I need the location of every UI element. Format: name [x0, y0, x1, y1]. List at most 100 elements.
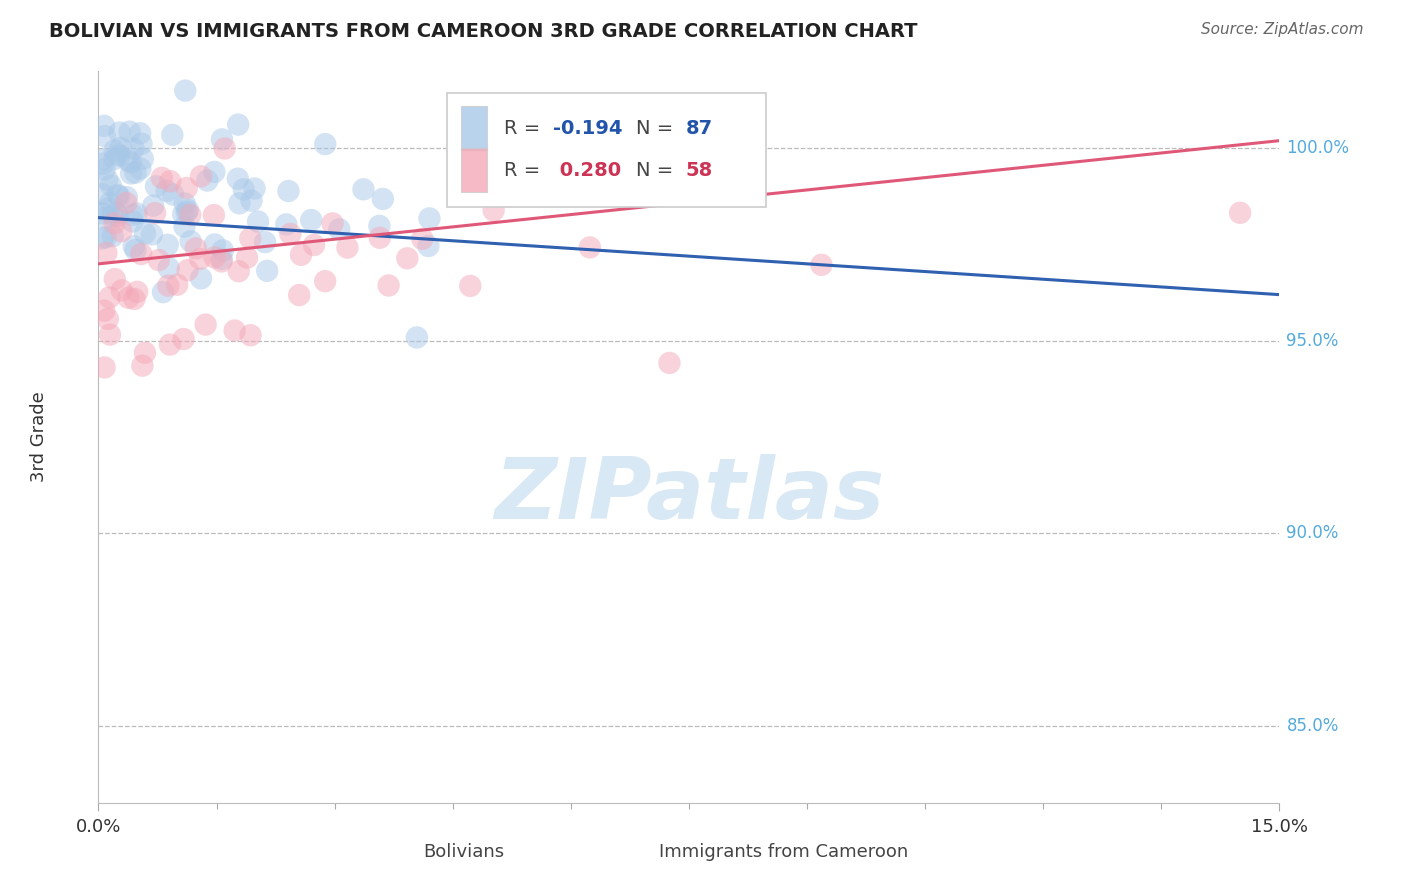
Point [177, 202, 200, 217]
Text: 90.0%: 90.0% [1286, 524, 1339, 542]
Point [174, 84, 197, 98]
Point [131, 359, 153, 373]
Point [157, 261, 180, 276]
Point [211, 132, 233, 146]
Point [127, 285, 149, 299]
Point [418, 211, 440, 226]
Text: N =: N = [636, 161, 679, 179]
Point [108, 148, 131, 162]
Point [328, 222, 350, 236]
Point [368, 231, 391, 245]
Point [658, 356, 681, 370]
Point [226, 171, 249, 186]
Point [156, 184, 179, 198]
Text: Bolivians: Bolivians [423, 843, 505, 861]
Point [157, 278, 180, 293]
Point [173, 196, 195, 211]
Point [159, 337, 181, 351]
FancyBboxPatch shape [447, 94, 766, 207]
Point [125, 206, 148, 220]
Text: R =: R = [503, 119, 546, 138]
Point [121, 208, 143, 222]
Point [418, 239, 440, 253]
Point [211, 244, 233, 258]
Point [190, 271, 212, 285]
Point [247, 214, 270, 228]
Point [121, 214, 143, 228]
Point [166, 277, 188, 292]
Point [276, 218, 298, 232]
Point [120, 155, 142, 169]
Point [579, 240, 602, 254]
Point [173, 219, 195, 234]
Point [131, 136, 153, 151]
Point [122, 142, 145, 156]
Point [336, 241, 359, 255]
Point [120, 166, 142, 180]
Point [152, 285, 174, 299]
Point [299, 213, 322, 227]
Point [103, 216, 125, 230]
Text: N =: N = [636, 119, 679, 138]
Point [243, 181, 266, 195]
Point [496, 170, 519, 185]
Point [110, 141, 132, 155]
Point [124, 165, 146, 179]
Point [115, 195, 138, 210]
Point [239, 231, 262, 245]
Point [176, 181, 198, 195]
Point [224, 323, 246, 337]
Point [211, 254, 233, 268]
Point [377, 278, 399, 293]
Text: 0.280: 0.280 [553, 161, 621, 179]
Point [162, 187, 184, 202]
Point [172, 207, 194, 221]
Point [162, 128, 184, 142]
Point [228, 196, 250, 211]
Text: 85.0%: 85.0% [1286, 717, 1339, 735]
Point [195, 173, 218, 187]
Point [118, 125, 141, 139]
Point [190, 169, 212, 184]
Point [122, 239, 145, 253]
Point [103, 152, 125, 166]
Point [107, 187, 129, 202]
Text: BOLIVIAN VS IMMIGRANTS FROM CAMEROON 3RD GRADE CORRELATION CHART: BOLIVIAN VS IMMIGRANTS FROM CAMEROON 3RD… [49, 22, 918, 41]
Point [184, 242, 207, 256]
Point [353, 182, 375, 196]
Point [202, 208, 225, 222]
Point [105, 147, 128, 161]
Text: 87: 87 [685, 119, 713, 138]
Point [110, 224, 132, 238]
Point [368, 219, 391, 233]
Point [124, 292, 146, 306]
Point [277, 184, 299, 198]
Point [93, 162, 115, 177]
Point [180, 235, 202, 249]
Point [1229, 206, 1251, 220]
Text: 95.0%: 95.0% [1286, 332, 1339, 350]
Point [93, 360, 115, 375]
Point [104, 272, 127, 286]
Point [254, 235, 277, 250]
Point [159, 174, 181, 188]
Text: 100.0%: 100.0% [1286, 139, 1350, 157]
Point [93, 303, 115, 318]
Point [411, 232, 433, 246]
Point [103, 144, 125, 158]
Point [134, 227, 156, 241]
Point [94, 230, 117, 244]
Point [810, 258, 832, 272]
Point [91, 153, 114, 167]
Point [98, 290, 121, 304]
Point [322, 216, 344, 230]
Point [179, 208, 201, 222]
Point [280, 227, 302, 241]
FancyBboxPatch shape [382, 841, 415, 872]
Point [108, 189, 131, 203]
Point [96, 246, 118, 260]
Point [288, 288, 311, 302]
Point [143, 206, 166, 220]
Point [111, 284, 134, 298]
Point [101, 208, 124, 222]
